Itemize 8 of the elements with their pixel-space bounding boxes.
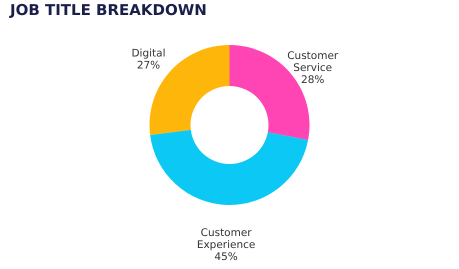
slice-label: Digital	[131, 48, 166, 60]
chart-title: JOB TITLE BREAKDOWN	[9, 1, 207, 19]
data-label: 45%	[214, 250, 238, 263]
data-label: 27%	[136, 60, 160, 72]
donut-slice	[150, 130, 308, 205]
slice-label: Customer Service	[287, 50, 339, 74]
data-label: 28%	[301, 74, 324, 86]
slice-label: Customer Experience	[196, 226, 256, 251]
